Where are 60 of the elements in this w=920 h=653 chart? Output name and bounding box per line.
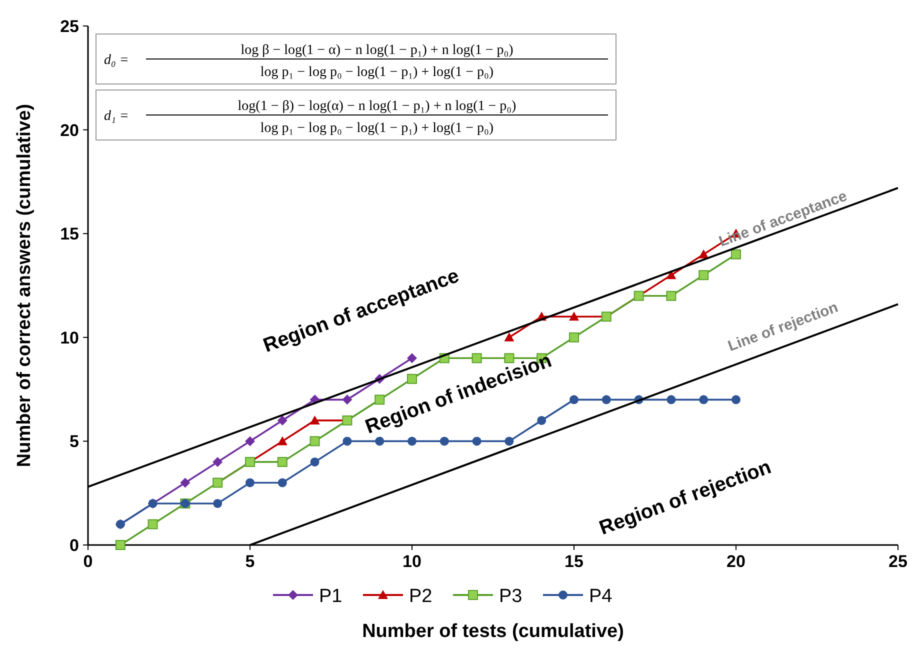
legend-label: P1 bbox=[319, 586, 342, 607]
point bbox=[699, 395, 708, 404]
point bbox=[148, 519, 158, 530]
point bbox=[245, 436, 255, 446]
y-tick-label: 10 bbox=[60, 328, 79, 348]
y-axis-title: Number of correct answers (cumulative) bbox=[14, 104, 35, 468]
point bbox=[407, 353, 417, 364]
point bbox=[408, 436, 416, 446]
point bbox=[504, 436, 514, 446]
point bbox=[504, 332, 514, 342]
point bbox=[310, 457, 320, 466]
annotation: log β − log(1 − α) − n log(1 − p₁) + n log(1 − p₀) bbox=[240, 43, 514, 58]
x-axis-title: Number of tests (cumulative) bbox=[362, 621, 624, 642]
point bbox=[472, 436, 482, 446]
annotation: log p₁ − log p₀ − log(1 − p₁) + log(1 − p₀) bbox=[260, 65, 494, 80]
x-tick-label: 10 bbox=[402, 552, 422, 571]
point bbox=[569, 332, 579, 342]
annotation: d₁ = bbox=[104, 109, 129, 124]
point bbox=[213, 498, 222, 508]
annotation: log p₁ − log p₀ − log(1 − p₁) + log(1 − p₀) bbox=[260, 121, 494, 136]
point bbox=[342, 394, 352, 405]
y-tick-label: 20 bbox=[60, 120, 79, 140]
x-tick-label: 20 bbox=[726, 552, 746, 571]
point bbox=[666, 290, 676, 301]
legend-label: P4 bbox=[589, 586, 613, 607]
point bbox=[375, 436, 384, 446]
point bbox=[537, 416, 546, 425]
point bbox=[698, 270, 709, 280]
point bbox=[407, 374, 417, 384]
point bbox=[246, 478, 254, 488]
y-tick-label: 0 bbox=[70, 536, 79, 555]
point bbox=[570, 395, 578, 404]
annotation: d₀ = bbox=[104, 53, 129, 68]
point bbox=[278, 478, 287, 488]
legend-label: P2 bbox=[409, 586, 432, 607]
annotation: log(1 − β) − log(α) − n log(1 − p₁) + n log(1 − p₀) bbox=[238, 99, 517, 114]
point bbox=[569, 312, 579, 321]
y-tick-label: 25 bbox=[60, 17, 79, 36]
point bbox=[666, 395, 676, 404]
x-tick-label: 5 bbox=[245, 552, 255, 571]
point bbox=[180, 478, 190, 488]
x-tick-label: 0 bbox=[83, 552, 93, 571]
point bbox=[310, 436, 320, 446]
point bbox=[440, 436, 449, 446]
y-tick-label: 5 bbox=[70, 432, 79, 452]
point bbox=[602, 395, 611, 404]
point bbox=[277, 456, 288, 467]
point bbox=[698, 249, 709, 258]
y-tick-label: 15 bbox=[60, 224, 79, 244]
point bbox=[277, 415, 288, 426]
point bbox=[212, 456, 223, 467]
point bbox=[731, 249, 741, 260]
point bbox=[732, 395, 740, 404]
x-tick-label: 15 bbox=[564, 552, 584, 571]
point bbox=[277, 436, 288, 446]
point bbox=[310, 415, 320, 424]
legend-label: P3 bbox=[499, 586, 522, 607]
point bbox=[115, 540, 126, 550]
x-tick-label: 25 bbox=[888, 552, 908, 571]
point bbox=[342, 436, 352, 446]
